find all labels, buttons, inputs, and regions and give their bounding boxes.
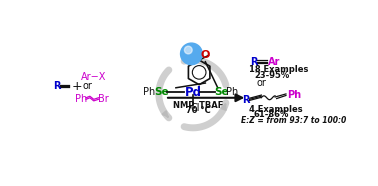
Text: R: R — [250, 57, 258, 67]
Text: Se: Se — [215, 87, 229, 97]
Text: Cl: Cl — [191, 103, 200, 113]
Circle shape — [184, 46, 192, 54]
Text: Ph: Ph — [75, 94, 87, 104]
Text: Ph: Ph — [287, 90, 301, 100]
Text: R: R — [243, 95, 250, 105]
Text: Pd: Pd — [184, 86, 201, 99]
Text: Se: Se — [154, 87, 169, 97]
Text: or: or — [83, 81, 93, 91]
Text: NMP, TBAF: NMP, TBAF — [173, 101, 223, 110]
Text: 70 °C: 70 °C — [186, 106, 211, 115]
Text: +: + — [71, 80, 82, 93]
Text: or: or — [257, 78, 267, 88]
Text: Br: Br — [98, 94, 108, 104]
Text: E:Z = from 93:7 to 100:0: E:Z = from 93:7 to 100:0 — [241, 116, 346, 125]
Text: Ph: Ph — [143, 87, 155, 97]
Text: Ar: Ar — [268, 57, 280, 67]
Text: 61-86%: 61-86% — [253, 110, 289, 119]
Text: 23-95%: 23-95% — [254, 71, 290, 80]
Text: O: O — [201, 50, 210, 60]
Text: 4 Examples: 4 Examples — [249, 105, 302, 114]
Text: 18 Examples: 18 Examples — [249, 65, 308, 74]
Text: Ph: Ph — [226, 87, 239, 97]
Text: R: R — [53, 81, 61, 91]
Text: Ar−X: Ar−X — [81, 72, 107, 82]
Circle shape — [181, 43, 202, 65]
